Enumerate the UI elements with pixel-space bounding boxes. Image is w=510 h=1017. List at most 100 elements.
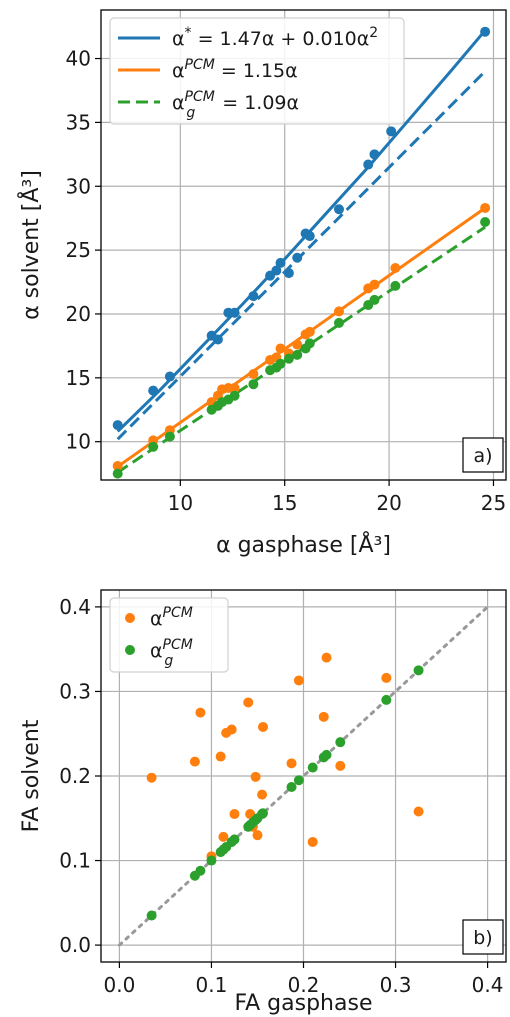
y-tick-label: 20 [66, 302, 91, 326]
data-point [248, 368, 259, 379]
y-tick-label: 15 [66, 366, 91, 390]
data-point [335, 737, 346, 748]
legend-rest: = 1.09α [216, 92, 299, 114]
data-point [333, 317, 344, 328]
x-tick-label: 10 [168, 491, 193, 515]
data-point [480, 202, 491, 213]
data-point [275, 257, 286, 268]
data-point [390, 280, 401, 291]
legend-entry: αPCM = 1.15α [118, 57, 298, 82]
legend-box [109, 597, 229, 673]
data-point [271, 265, 282, 276]
data-point [390, 262, 401, 273]
data-point [369, 294, 380, 305]
y-tick-label: 35 [66, 110, 91, 134]
legend-sub: g [186, 105, 195, 121]
data-point [146, 910, 157, 921]
data-point [275, 343, 286, 354]
data-point [258, 808, 268, 819]
data-point [333, 204, 344, 215]
data-point [304, 326, 315, 337]
data-point [286, 758, 297, 769]
y-tick-label: 30 [66, 174, 91, 198]
data-point [195, 865, 206, 876]
series-line [116, 206, 486, 468]
data-point [252, 830, 263, 841]
data-point [283, 268, 294, 279]
data-point [292, 339, 303, 350]
legend-marker [125, 613, 135, 623]
legend-sup: * [185, 25, 192, 41]
x-tick-label: 0.2 [288, 973, 320, 997]
data-point [257, 789, 268, 800]
legend-base: α [172, 28, 185, 50]
data-point [318, 711, 329, 722]
x-axis-label: α gasphase [Å³] [216, 531, 391, 558]
panel-tag-box [462, 919, 504, 955]
x-axis-label: FA gasphase [235, 991, 373, 1016]
legend-base: α [150, 608, 163, 630]
legend-label: αPCM [150, 605, 193, 630]
legend-sup: PCM [185, 89, 215, 105]
data-point [215, 751, 226, 762]
data-point [229, 383, 240, 394]
panel-tag-label: b) [473, 927, 492, 949]
x-tick-label: 0.3 [380, 973, 412, 997]
y-tick-label: 10 [66, 430, 91, 454]
x-tick-label: 25 [481, 491, 506, 515]
data-point [480, 26, 491, 37]
data-point [386, 126, 397, 137]
legend-sub: g [164, 653, 173, 669]
data-point [229, 307, 240, 318]
legend-rest-sup: 2 [369, 25, 378, 41]
plot-frame [100, 9, 507, 481]
data-point [195, 707, 206, 718]
data-point [243, 697, 254, 708]
data-point [369, 279, 380, 290]
x-tick-label: 0.0 [104, 973, 136, 997]
series-line [117, 605, 490, 947]
plot-area [112, 26, 491, 479]
data-point [146, 772, 157, 783]
data-point [112, 468, 123, 479]
data-point [275, 358, 286, 369]
legend-rest: = 1.47α + 0.010α [192, 28, 370, 50]
data-point [229, 834, 240, 845]
data-point [363, 159, 374, 170]
data-point [148, 441, 159, 452]
legend-base: α [172, 92, 185, 114]
x-tick-label: 0.4 [472, 973, 504, 997]
data-point [250, 771, 261, 782]
data-point [292, 252, 303, 263]
data-point [304, 338, 315, 349]
data-point [321, 749, 332, 760]
legend-entry: αPCM g [125, 637, 193, 669]
legend-sup: PCM [163, 637, 193, 653]
data-point [307, 762, 318, 773]
x-tick-label: 0.1 [196, 973, 228, 997]
data-point [189, 756, 200, 767]
legend-marker [125, 645, 135, 655]
data-point [286, 781, 297, 792]
plot-area [117, 605, 490, 947]
data-point [148, 385, 159, 396]
panel-tag-box [462, 437, 504, 473]
data-point [293, 675, 304, 686]
data-point [226, 724, 237, 735]
legend-base: α [150, 640, 163, 662]
x-tick-label: 15 [272, 491, 297, 515]
y-tick-label: 0.1 [59, 849, 91, 873]
data-point [112, 420, 123, 431]
panel-a-chart: 10 15 20 25 10 15 20 25 30 35 40 α gasphase [Å³] α s… [17, 9, 507, 558]
legend-entry: αPCM g = 1.09α [118, 89, 299, 121]
y-tick-label: 0.0 [59, 933, 91, 957]
data-point [164, 431, 175, 442]
data-point [248, 379, 259, 390]
data-point [304, 231, 315, 242]
data-point [283, 353, 294, 364]
data-point [321, 652, 332, 663]
y-axis-label: α solvent [Å³] [17, 170, 44, 320]
legend-base: α [172, 60, 185, 82]
legend-label: αPCM = 1.15α [172, 57, 298, 82]
